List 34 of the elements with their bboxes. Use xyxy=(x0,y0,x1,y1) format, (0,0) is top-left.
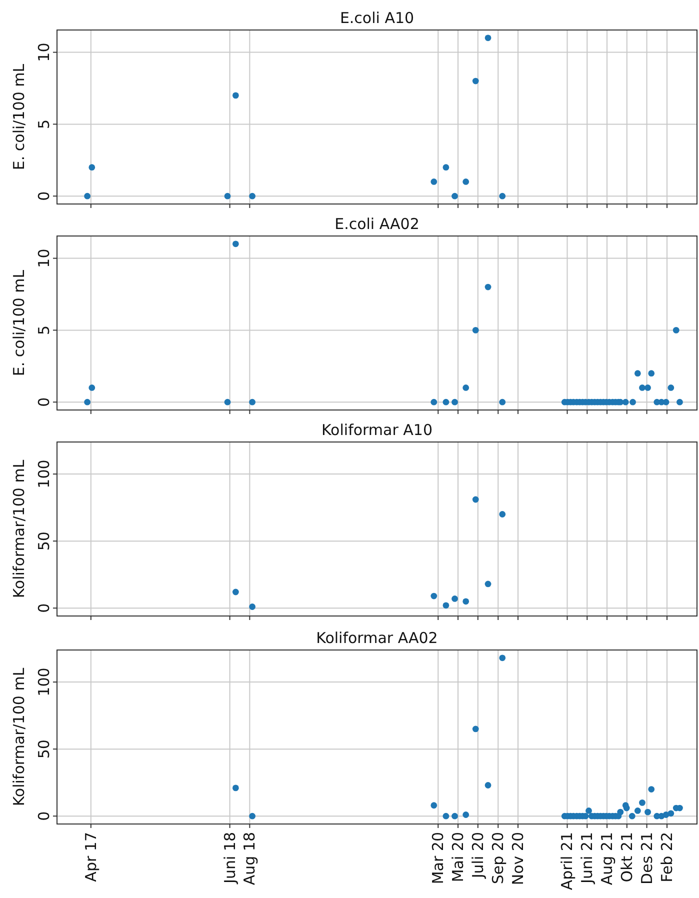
x-tick-label: Okt 21 xyxy=(618,832,636,882)
x-tick-label: Juli 20 xyxy=(468,832,487,880)
y-tick-label: 5 xyxy=(35,119,53,129)
y-axis-title: E. coli/100 mL xyxy=(10,63,28,170)
y-tick-label: 0 xyxy=(35,397,53,407)
x-tick-label: Aug 21 xyxy=(598,832,616,886)
x-tick-label: Apr 17 xyxy=(82,832,100,882)
y-axis-title: Koliformar/100 mL xyxy=(10,667,28,806)
chart-title: E.coli AA02 xyxy=(334,215,420,233)
y-tick-label: 10 xyxy=(35,248,53,268)
x-tick-label: Des 21 xyxy=(638,832,656,884)
x-tick-label: Feb 22 xyxy=(658,832,676,882)
y-tick-label: 50 xyxy=(35,532,53,551)
y-tick-label: 0 xyxy=(35,811,53,821)
x-tick-label: Sep 20 xyxy=(489,832,508,884)
y-axis-title: Koliformar/100 mL xyxy=(10,459,28,598)
x-tick-label: Mar 20 xyxy=(429,832,448,884)
chart-title: Koliformar AA02 xyxy=(316,629,438,647)
y-tick-label: 100 xyxy=(35,460,53,488)
x-tick-label: Mai 20 xyxy=(449,832,468,882)
y-tick-label: 100 xyxy=(35,668,53,696)
y-tick-label: 50 xyxy=(35,740,53,759)
x-tick-label: Juni 21 xyxy=(578,832,596,884)
chart-title: E.coli A10 xyxy=(340,9,414,27)
x-tick-label: Aug 18 xyxy=(240,832,259,886)
x-tick-label: Juni 18 xyxy=(220,832,239,884)
y-axis-title: E. coli/100 mL xyxy=(10,269,28,376)
chart-title: Koliformar A10 xyxy=(321,421,433,439)
y-tick-label: 5 xyxy=(35,325,53,335)
x-tick-label: Nov 20 xyxy=(509,832,528,886)
y-tick-label: 0 xyxy=(35,603,53,613)
y-tick-label: 0 xyxy=(35,191,53,201)
y-tick-label: 10 xyxy=(35,42,53,62)
x-tick-label: April 21 xyxy=(558,832,576,890)
